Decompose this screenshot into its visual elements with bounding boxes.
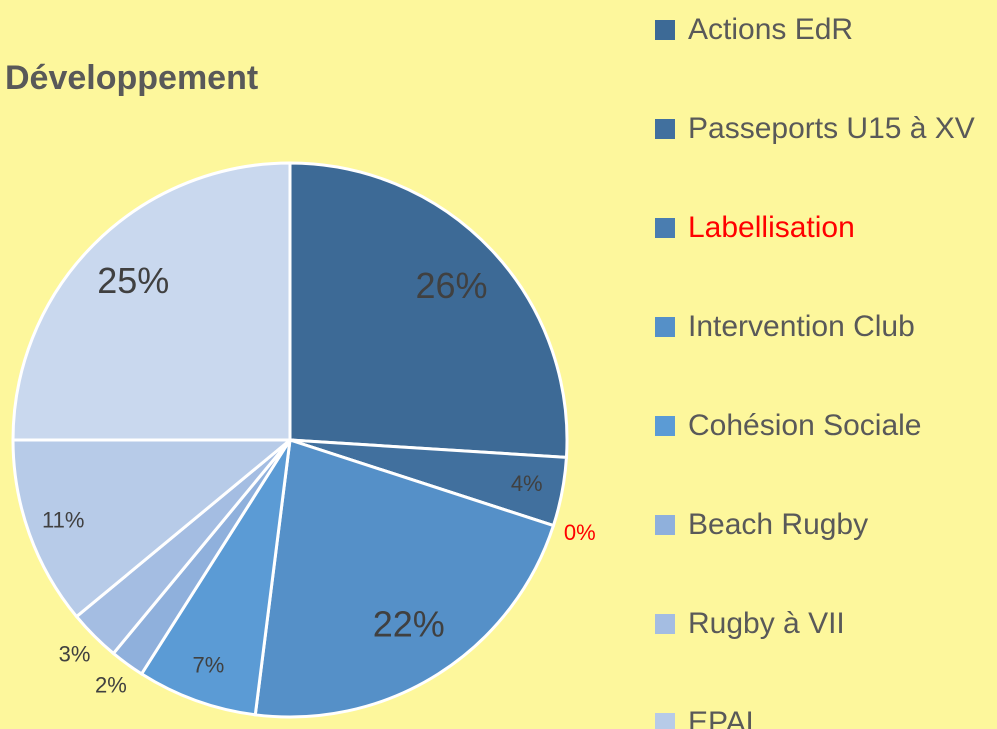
legend-swatch (655, 218, 675, 238)
data-label: 2% (95, 672, 127, 697)
legend-swatch (655, 119, 675, 139)
legend-swatch (655, 515, 675, 535)
legend-label: Beach Rugby (688, 508, 869, 541)
legend-label: Rugby à VII (688, 607, 845, 640)
legend-swatch (655, 416, 675, 436)
data-label: 26% (416, 265, 488, 306)
legend-item: Beach Rugby (655, 501, 995, 549)
data-label: 0% (564, 520, 596, 545)
legend-label: Cohésion Sociale (688, 409, 922, 442)
data-label: 22% (373, 604, 445, 645)
pie-slice (139, 439, 292, 717)
legend-swatch (655, 614, 675, 634)
legend-label: Labellisation (688, 211, 855, 244)
legend-item: EPAL (655, 699, 995, 729)
legend-item: Intervention Club (655, 303, 995, 351)
legend-label: Passeports U15 à XV (688, 112, 975, 145)
legend-item: Passeports U15 à XV (655, 105, 995, 153)
legend-item: Cohésion Sociale (655, 402, 995, 450)
data-label: 3% (59, 641, 91, 666)
legend-item: Rugby à VII (655, 600, 995, 648)
pie-slice (11, 438, 295, 619)
data-label: 4% (511, 471, 543, 496)
pie-slice (253, 438, 556, 719)
legend-swatch (655, 317, 675, 337)
data-label: 7% (192, 653, 224, 678)
data-label: 11% (42, 507, 84, 532)
pie-slice (288, 161, 569, 459)
legend-item: Actions EdR (655, 6, 995, 54)
pie-slice (11, 161, 292, 442)
legend-label: EPAL (688, 706, 763, 729)
legend-swatch (655, 20, 675, 40)
data-label: 25% (97, 260, 169, 301)
legend-label: Actions EdR (688, 13, 854, 46)
legend-swatch (655, 713, 675, 729)
legend-label: Intervention Club (688, 310, 915, 343)
chart-title: Développement (5, 59, 258, 97)
legend-item: Labellisation (655, 204, 995, 252)
